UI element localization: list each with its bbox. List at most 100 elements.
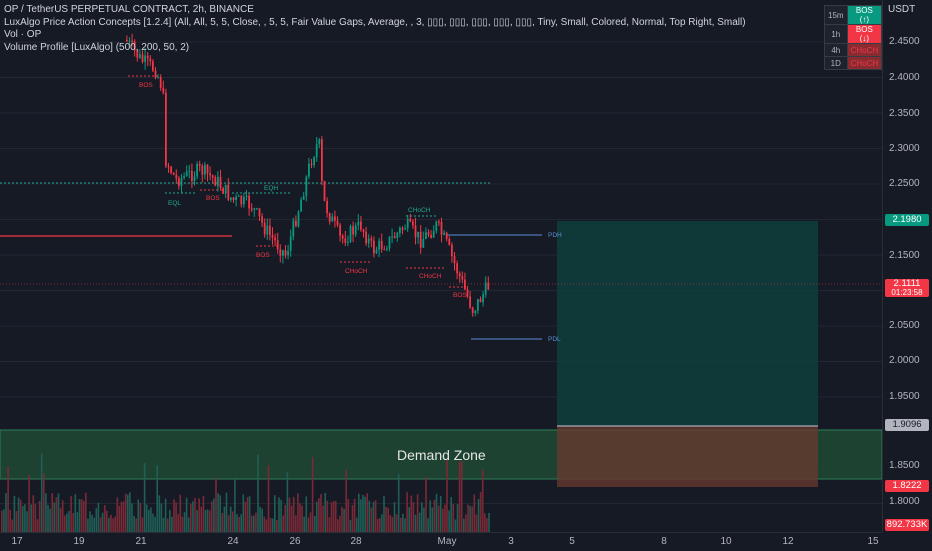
candle-body[interactable] xyxy=(289,236,292,251)
candle-body[interactable] xyxy=(183,175,185,178)
candle-body[interactable] xyxy=(401,227,404,230)
candle-body[interactable] xyxy=(162,88,165,93)
candle-body[interactable] xyxy=(266,225,269,235)
candle-body[interactable] xyxy=(217,176,219,186)
candle-body[interactable] xyxy=(128,40,131,42)
candle-body[interactable] xyxy=(206,164,209,174)
candle-body[interactable] xyxy=(214,177,217,186)
candle-body[interactable] xyxy=(224,184,227,194)
candle-body[interactable] xyxy=(448,238,451,245)
candle-body[interactable] xyxy=(315,144,318,158)
candle-body[interactable] xyxy=(245,195,248,197)
candle-body[interactable] xyxy=(204,164,206,175)
long-position-stop-zone[interactable] xyxy=(557,426,818,487)
candle-body[interactable] xyxy=(391,236,393,238)
candle-body[interactable] xyxy=(126,40,128,42)
candle-body[interactable] xyxy=(409,218,412,222)
candle-body[interactable] xyxy=(201,165,204,175)
candle-body[interactable] xyxy=(427,232,430,235)
candle-body[interactable] xyxy=(360,221,362,230)
candle-body[interactable] xyxy=(484,282,487,295)
candlesticks[interactable] xyxy=(126,33,490,317)
indicator-volume[interactable]: Vol · OP xyxy=(4,29,42,40)
candle-body[interactable] xyxy=(344,238,347,243)
candle-body[interactable] xyxy=(362,229,365,232)
candle-body[interactable] xyxy=(370,238,373,241)
candle-body[interactable] xyxy=(445,232,448,239)
candle-body[interactable] xyxy=(440,221,443,235)
candle-body[interactable] xyxy=(136,50,139,58)
candle-body[interactable] xyxy=(175,174,178,179)
candle-body[interactable] xyxy=(159,77,162,89)
candle-body[interactable] xyxy=(378,240,380,250)
candle-body[interactable] xyxy=(308,163,310,177)
candle-body[interactable] xyxy=(198,163,201,166)
candle-body[interactable] xyxy=(417,231,419,238)
candle-body[interactable] xyxy=(461,276,464,280)
candle-body[interactable] xyxy=(367,238,370,244)
candle-body[interactable] xyxy=(469,296,471,308)
candle-body[interactable] xyxy=(274,237,276,241)
candle-body[interactable] xyxy=(133,41,136,51)
candle-body[interactable] xyxy=(146,55,149,59)
candle-body[interactable] xyxy=(310,163,313,166)
candle-body[interactable] xyxy=(318,139,321,145)
candle-body[interactable] xyxy=(352,226,354,235)
candle-body[interactable] xyxy=(432,230,435,238)
candle-body[interactable] xyxy=(357,221,360,226)
candle-body[interactable] xyxy=(237,195,240,197)
candle-body[interactable] xyxy=(383,249,386,251)
candle-body[interactable] xyxy=(263,222,266,235)
candle-body[interactable] xyxy=(341,235,344,239)
candle-body[interactable] xyxy=(211,175,214,178)
candle-body[interactable] xyxy=(396,233,399,239)
candle-body[interactable] xyxy=(487,282,490,290)
candle-body[interactable] xyxy=(248,195,250,209)
candle-body[interactable] xyxy=(284,250,287,256)
long-position-target-zone[interactable] xyxy=(557,221,818,426)
candle-body[interactable] xyxy=(222,187,224,194)
candle-body[interactable] xyxy=(209,173,211,176)
candle-body[interactable] xyxy=(477,299,479,311)
indicator-volume-profile[interactable]: Volume Profile [LuxAlgo] (500, 200, 50, … xyxy=(4,41,190,53)
candle-body[interactable] xyxy=(438,221,440,223)
candle-body[interactable] xyxy=(399,227,401,234)
candle-body[interactable] xyxy=(406,218,409,229)
candle-body[interactable] xyxy=(276,240,279,250)
candle-body[interactable] xyxy=(157,77,159,79)
candle-body[interactable] xyxy=(141,54,144,63)
candle-body[interactable] xyxy=(466,289,469,297)
candle-body[interactable] xyxy=(243,196,245,205)
candle-body[interactable] xyxy=(482,294,484,303)
price-chart[interactable] xyxy=(0,0,882,532)
candle-body[interactable] xyxy=(336,220,339,225)
candle-body[interactable] xyxy=(339,224,341,236)
candle-body[interactable] xyxy=(250,208,253,210)
candle-body[interactable] xyxy=(456,263,458,274)
candle-body[interactable] xyxy=(422,238,425,248)
candle-body[interactable] xyxy=(295,220,297,227)
candle-body[interactable] xyxy=(430,234,432,238)
candle-body[interactable] xyxy=(279,249,282,256)
candle-body[interactable] xyxy=(282,250,284,256)
candle-body[interactable] xyxy=(354,225,357,235)
candle-body[interactable] xyxy=(258,208,261,217)
candle-body[interactable] xyxy=(464,279,466,290)
candle-body[interactable] xyxy=(240,195,243,205)
candle-body[interactable] xyxy=(331,216,334,222)
candle-body[interactable] xyxy=(193,176,196,182)
price-axis[interactable]: USDT 2.4500 2.4000 2.3500 2.3000 2.2500 … xyxy=(882,0,932,532)
time-axis[interactable]: 17 19 21 24 26 28 May 3 5 8 10 12 15 xyxy=(0,532,882,551)
indicator-luxalgo-pac[interactable]: LuxAlgo Price Action Concepts [1.2.4] (A… xyxy=(4,16,746,28)
candle-body[interactable] xyxy=(227,184,230,200)
candle-body[interactable] xyxy=(419,231,422,248)
candle-body[interactable] xyxy=(412,221,414,226)
candle-body[interactable] xyxy=(271,234,274,238)
symbol-title[interactable]: OP / TetherUS PERPETUAL CONTRACT, 2h, BI… xyxy=(4,4,254,15)
candle-body[interactable] xyxy=(425,232,427,239)
candle-body[interactable] xyxy=(471,307,474,314)
candle-body[interactable] xyxy=(256,208,258,210)
candle-body[interactable] xyxy=(404,228,406,230)
candle-body[interactable] xyxy=(180,177,183,187)
candle-body[interactable] xyxy=(287,250,289,256)
